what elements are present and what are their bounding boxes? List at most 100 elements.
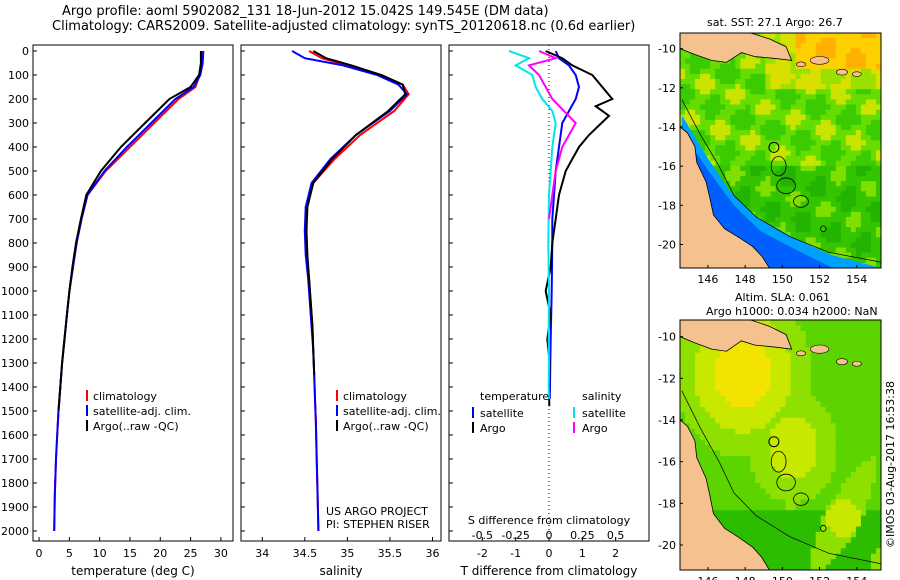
australia-land [680, 126, 770, 268]
sst_map-frame [679, 32, 882, 269]
temperature-xlabel: temperature (deg C) [71, 564, 194, 578]
reef-outline [776, 473, 796, 492]
legend-label: satellite [582, 407, 626, 420]
legend-label: Argo [582, 422, 608, 435]
legend-label: satellite-adj. clim. [93, 405, 191, 418]
salinity-series-0 [304, 50, 410, 532]
x-tick-label: 30 [214, 547, 228, 560]
reef-outline [820, 524, 827, 532]
island [836, 68, 848, 76]
x-tick-label: 36 [425, 547, 439, 560]
x-tick-label: 0 [36, 547, 43, 560]
depth-tick-label: 1800 [1, 477, 29, 490]
imos-timestamp: ©IMOS 03-Aug-2017 16:53:38 [884, 381, 897, 548]
legend-salinity-title: salinity [582, 390, 622, 403]
depth-tick-label: 0 [22, 45, 29, 58]
island [809, 56, 830, 65]
depth-tick-label: 1300 [1, 357, 29, 370]
x-tick-label: 10 [93, 547, 107, 560]
difference-series-0 [548, 50, 581, 400]
legend-label: satellite [480, 407, 524, 420]
difference-xlabel: T difference from climatology [460, 564, 638, 578]
depth-tick-label: 700 [8, 213, 29, 226]
header-line-1: Argo profile: aoml 5902082_131 18-Jun-20… [62, 4, 549, 19]
salinity-xlabel: salinity [319, 564, 362, 578]
salinity-panel: 34 34.5 35 35.5 36 salinity climatology satelli… [240, 44, 442, 578]
reef-outline [770, 155, 787, 177]
lon-tick-label: 154 [846, 575, 867, 580]
australia-land [680, 419, 770, 570]
depth-tick-label: 1000 [1, 285, 29, 298]
sla-map-subtitle: Argo h1000: 0.034 h2000: NaN [706, 305, 878, 318]
lat-tick-label: -20 [658, 539, 676, 552]
reef-outline [770, 450, 787, 473]
legend-label: Argo(..raw -QC) [343, 420, 429, 433]
reef-outline [776, 177, 796, 194]
temperature-frame [32, 44, 234, 542]
island [796, 350, 806, 357]
s-diff-tick-label: 0.5 [607, 529, 625, 542]
temperature-series-2 [57, 51, 202, 412]
png-land [680, 33, 793, 63]
lat-tick-label: -18 [658, 497, 676, 510]
depth-tick-label: 300 [8, 117, 29, 130]
difference-series-2 [508, 50, 557, 400]
lon-tick-label: 150 [772, 273, 793, 286]
reef-outline [793, 492, 809, 506]
lon-tick-label: 148 [735, 273, 756, 286]
salinity-frame [240, 44, 442, 542]
depth-contour [681, 390, 881, 565]
lat-tick-label: -20 [658, 239, 676, 252]
x-tick-label: 5 [66, 547, 73, 560]
lat-tick-label: -16 [658, 160, 676, 173]
reef-outline [793, 195, 809, 208]
png-land [680, 320, 793, 352]
header-line-2: Climatology: CARS2009. Satellite-adjuste… [52, 19, 636, 34]
depth-tick-label: 500 [8, 165, 29, 178]
temperature-series-0 [53, 51, 203, 532]
sla_map: 146 148 150 152 154 -10 -12 -14 -16 -18 -20 [658, 319, 882, 580]
lat-tick-label: -12 [658, 82, 676, 95]
depth-tick-label: 100 [8, 69, 29, 82]
lat-tick-label: -10 [658, 43, 676, 56]
s-diff-tick-label: -0.25 [501, 529, 529, 542]
x-tick-label: 34.5 [293, 547, 318, 560]
x-tick-label: 25 [184, 547, 198, 560]
x-tick-label: -2 [477, 547, 488, 560]
x-tick-label: -1 [510, 547, 521, 560]
depth-tick-label: 800 [8, 237, 29, 250]
argo-position-marker [768, 436, 780, 448]
x-tick-label: 15 [123, 547, 137, 560]
legend-label: Argo(..raw -QC) [93, 420, 179, 433]
lon-tick-label: 152 [809, 575, 830, 580]
credit-project: US ARGO PROJECT [326, 505, 428, 518]
sla_map-frame [679, 319, 882, 571]
lon-tick-label: 148 [735, 575, 756, 580]
salinity-series-2 [305, 50, 407, 376]
depth-tick-label: 1200 [1, 333, 29, 346]
depth-tick-label: 1100 [1, 309, 29, 322]
reef-outline [820, 225, 827, 233]
island [809, 344, 830, 354]
x-tick-label: 34 [255, 547, 269, 560]
island [851, 360, 862, 367]
credit-pi: PI: STEPHEN RISER [326, 518, 430, 531]
depth-tick-label: 200 [8, 93, 29, 106]
x-tick-label: 35.5 [378, 547, 403, 560]
depth-tick-label: 1900 [1, 501, 29, 514]
depth-tick-label: 400 [8, 141, 29, 154]
legend-label: climatology [93, 390, 157, 403]
depth-tick-label: 1400 [1, 381, 29, 394]
sst_map: 146 148 150 152 154 -10 -12 -14 -16 -18 -20 [658, 32, 882, 286]
s-diff-label: S difference from climatology [468, 514, 631, 527]
lat-tick-label: -18 [658, 199, 676, 212]
depth-tick-label: 900 [8, 261, 29, 274]
legend-label: climatology [343, 390, 407, 403]
legend-temperature-title: temperature [480, 390, 549, 403]
x-tick-label: 35 [340, 547, 354, 560]
difference-panel: -2 -1 0 1 2 T difference from climatology S di… [448, 44, 650, 578]
island [836, 358, 848, 366]
lon-tick-label: 146 [697, 273, 718, 286]
lon-tick-label: 152 [809, 273, 830, 286]
